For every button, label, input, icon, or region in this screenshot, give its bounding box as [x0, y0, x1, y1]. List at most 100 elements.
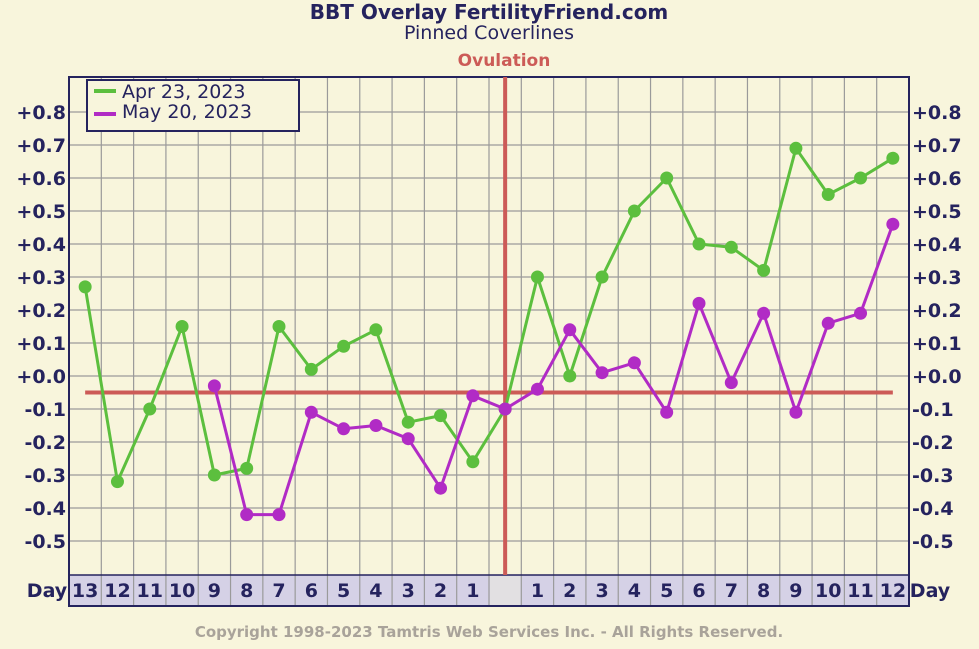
y-tick-label-left: +0.7 — [16, 135, 66, 157]
plot-frame — [68, 76, 910, 607]
y-tick-label-left: -0.5 — [24, 531, 66, 553]
x-tick-label: 9 — [208, 580, 221, 602]
data-point — [886, 217, 900, 231]
data-point — [660, 171, 674, 185]
series-0 — [78, 141, 900, 489]
series-line-1 — [212, 223, 895, 517]
data-point — [595, 366, 609, 380]
data-point — [757, 263, 771, 277]
data-point — [466, 455, 480, 469]
x-tick-label: 2 — [563, 580, 576, 602]
y-tick-label-left: +0.4 — [16, 234, 66, 256]
y-tick-label-right: +0.1 — [912, 333, 962, 355]
y-tick-label-right: +0.3 — [912, 267, 962, 289]
x-tick-label: 7 — [272, 580, 285, 602]
y-tick-label-left: -0.4 — [24, 498, 66, 520]
series — [78, 141, 900, 522]
y-tick-label-right: +0.6 — [912, 168, 962, 190]
legend-label-apr: Apr 23, 2023 — [122, 81, 246, 103]
y-tick-label-left: -0.2 — [24, 432, 66, 454]
x-tick-label: 3 — [402, 580, 415, 602]
x-tick-label: 6 — [305, 580, 318, 602]
data-point — [789, 141, 803, 155]
x-tick-label: 11 — [137, 580, 163, 602]
data-point — [369, 323, 383, 337]
data-point — [240, 508, 254, 522]
legend: Apr 23, 2023 May 20, 2023 — [86, 79, 300, 132]
ovulation-day-cell — [490, 576, 521, 605]
legend-label-may: May 20, 2023 — [122, 101, 252, 123]
data-point — [692, 296, 706, 310]
data-point — [175, 320, 189, 333]
y-tick-label-right: -0.5 — [912, 531, 954, 553]
data-point — [337, 422, 351, 436]
data-point — [143, 402, 157, 416]
data-point — [369, 419, 383, 432]
data-point — [854, 171, 868, 185]
ovulation-label: Ovulation — [458, 51, 551, 71]
data-point — [821, 188, 835, 201]
y-tick-label-right: +0.2 — [912, 300, 962, 322]
legend-box — [86, 79, 300, 132]
data-point — [789, 405, 803, 419]
x-tick-label: 7 — [725, 580, 738, 602]
y-tick-label-left: +0.5 — [16, 201, 66, 223]
data-point — [530, 382, 544, 396]
data-point — [821, 316, 835, 330]
y-tick-label-right: -0.3 — [912, 465, 954, 487]
data-point — [886, 151, 900, 165]
x-tick-label: 12 — [104, 580, 130, 602]
reference-lines — [85, 77, 893, 575]
y-tick-label-right: +0.8 — [912, 102, 962, 124]
x-axis-band — [68, 76, 910, 607]
x-tick-label: 4 — [369, 580, 382, 602]
data-point — [304, 362, 318, 376]
x-tick-label: 8 — [240, 580, 253, 602]
data-point — [272, 508, 286, 522]
y-tick-label-left: +0.2 — [16, 300, 66, 322]
data-point — [240, 461, 254, 475]
data-point — [595, 270, 609, 284]
data-point — [401, 415, 415, 429]
x-tick-label: 5 — [337, 580, 350, 602]
y-tick-label-left: +0.0 — [16, 366, 66, 388]
x-tick-label: 13 — [72, 580, 98, 602]
day-label-left: Day — [27, 580, 68, 602]
chart-subtitle: Pinned Coverlines — [404, 22, 574, 44]
y-tick-label-right: -0.1 — [912, 399, 954, 421]
chart-title: BBT Overlay FertilityFriend.com — [310, 0, 669, 24]
y-tick-label-right: -0.2 — [912, 432, 954, 454]
y-tick-label-left: -0.1 — [24, 399, 66, 421]
x-tick-label: 10 — [815, 580, 841, 602]
grid — [68, 77, 910, 575]
data-point — [498, 402, 512, 416]
x-axis-ticks: 13 12 11 10 9 8 7 6 5 4 3 2 1 1 2 3 4 5 6 7 8 9 10 11 12 — [72, 580, 906, 602]
x-tick-label: 1 — [531, 580, 544, 602]
data-point — [110, 475, 124, 489]
x-tick-label: 5 — [660, 580, 673, 602]
y-tick-label-right: +0.7 — [912, 135, 962, 157]
y-tick-label-right: -0.4 — [912, 498, 954, 520]
y-tick-label-right: +0.5 — [912, 201, 962, 223]
data-point — [627, 356, 641, 370]
x-tick-label: 1 — [466, 580, 479, 602]
data-point — [207, 468, 221, 482]
data-point — [337, 339, 351, 353]
x-tick-label: 6 — [692, 580, 705, 602]
data-point — [854, 306, 868, 320]
x-tick-label: 12 — [880, 580, 906, 602]
y-axis-ticks: +0.8 +0.8 +0.7 +0.7 +0.6 +0.6 +0.5 +0.5 +0.4 +0.4… — [16, 102, 961, 553]
data-point — [434, 409, 448, 423]
x-tick-label: 9 — [789, 580, 802, 602]
copyright-notice: Copyright 1998-2023 Tamtris Web Services… — [195, 623, 783, 641]
y-tick-label-left: +0.6 — [16, 168, 66, 190]
data-point — [272, 320, 286, 333]
data-point — [563, 369, 577, 383]
data-point — [466, 389, 480, 403]
x-tick-label: 3 — [595, 580, 608, 602]
y-tick-label-right: +0.4 — [912, 234, 962, 256]
x-tick-label: 10 — [169, 580, 195, 602]
data-point — [627, 204, 641, 218]
y-tick-label-left: +0.8 — [16, 102, 66, 124]
